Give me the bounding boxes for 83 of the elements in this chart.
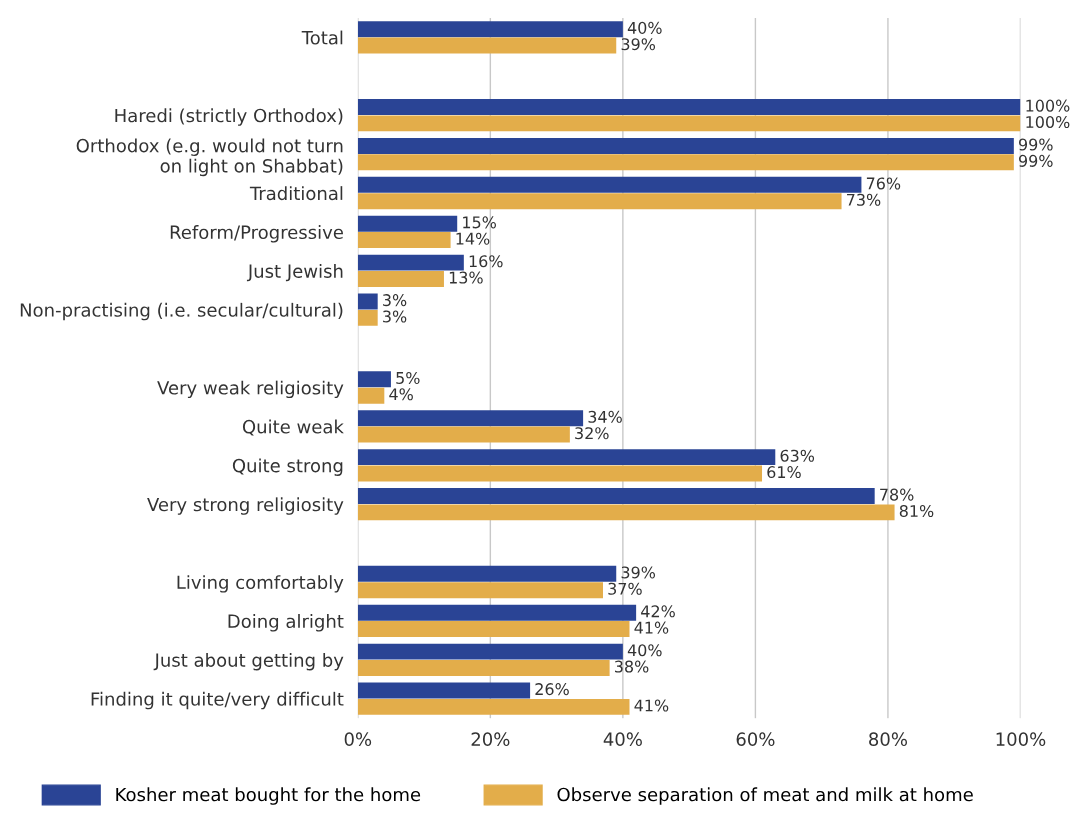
data-label: 40% [627,21,662,34]
x-tick-label: 20% [471,732,510,747]
bar [357,604,637,621]
bar [357,565,617,582]
bar [357,465,763,482]
y-tick-label: Quite weak [242,419,344,436]
data-label: 63% [780,449,815,462]
data-label: 100% [1026,115,1070,129]
x-tick-label: 100% [996,732,1046,747]
data-label: 14% [456,232,490,245]
y-tick-label: Just about getting by [153,652,344,671]
y-tick-label: Doing alright [228,614,344,632]
x-tick-label: 0% [344,732,372,747]
bar [357,99,1021,116]
y-tick-label: Very strong religiosity [147,497,344,515]
bar [357,621,630,638]
bar [357,37,617,54]
data-label: 99% [1019,138,1053,151]
y-tick-label: Just Jewish [246,263,343,282]
bar [357,643,623,660]
legend-label: Kosher meat bought for the home [116,787,421,805]
bar [357,21,623,38]
bar [357,488,875,505]
bar [357,154,1014,171]
y-tick-label: Quite strong [232,458,343,476]
x-tick-label: 60% [736,732,775,747]
y-tick-label: Reform/Progressive [170,225,343,243]
data-label: 5% [396,371,420,384]
bar [357,232,451,249]
bar [357,449,776,466]
bar [357,698,630,715]
x-tick-label: 80% [869,732,907,747]
y-tick-label: Non-practising (i.e. secular/cultural) [20,302,343,321]
data-label: 16% [469,255,503,268]
data-label: 40% [627,644,662,657]
y-tick-label: Traditional [249,186,343,201]
bar [357,193,842,210]
data-label: 3% [383,310,407,323]
data-label: 42% [641,605,675,618]
bar [357,115,1021,132]
bar [357,215,458,232]
data-label: 34% [588,410,622,423]
data-label: 38% [615,660,649,673]
data-label: 13% [449,271,483,284]
data-label: 73% [847,193,881,206]
data-label: 41% [634,699,669,712]
data-label: 100% [1026,99,1070,112]
bar [357,176,862,193]
data-label: 76% [866,177,901,190]
bar [357,254,464,271]
data-label: 99% [1019,154,1053,167]
data-label: 32% [575,427,609,440]
y-tick-label: Orthodox (e.g. would not turn on light on Shabbat) [76,138,343,177]
y-tick-label: Living comfortably [177,575,344,593]
y-tick-label: Finding it quite/very difficult [91,691,344,710]
data-label: 39% [621,566,656,579]
y-tick-label: Very weak religiosity [157,380,344,399]
data-label: 39% [621,38,656,51]
y-tick-label: Total [301,30,343,45]
data-label: 61% [767,466,801,479]
data-label: 4% [389,388,413,401]
data-label: 3% [383,294,407,307]
bar [357,271,444,287]
bar [357,410,584,427]
bar [357,426,570,443]
bar [357,659,610,676]
data-label: 41% [634,621,669,634]
data-label: 37% [608,582,642,595]
bar [357,371,391,388]
data-label: 78% [880,488,914,501]
data-label: 15% [463,216,496,229]
bar [357,682,531,699]
legend-label: Observe separation of meat and milk at home [557,787,973,805]
bar [357,387,385,404]
bar [357,309,378,326]
bar [357,293,378,310]
data-label: 26% [535,683,569,696]
x-tick-label: 40% [603,732,642,747]
bar [357,582,603,599]
y-tick-label: Haredi (strictly Orthodox) [115,108,343,126]
bar [357,137,1014,154]
data-label: 81% [899,504,934,518]
bar [357,504,895,521]
